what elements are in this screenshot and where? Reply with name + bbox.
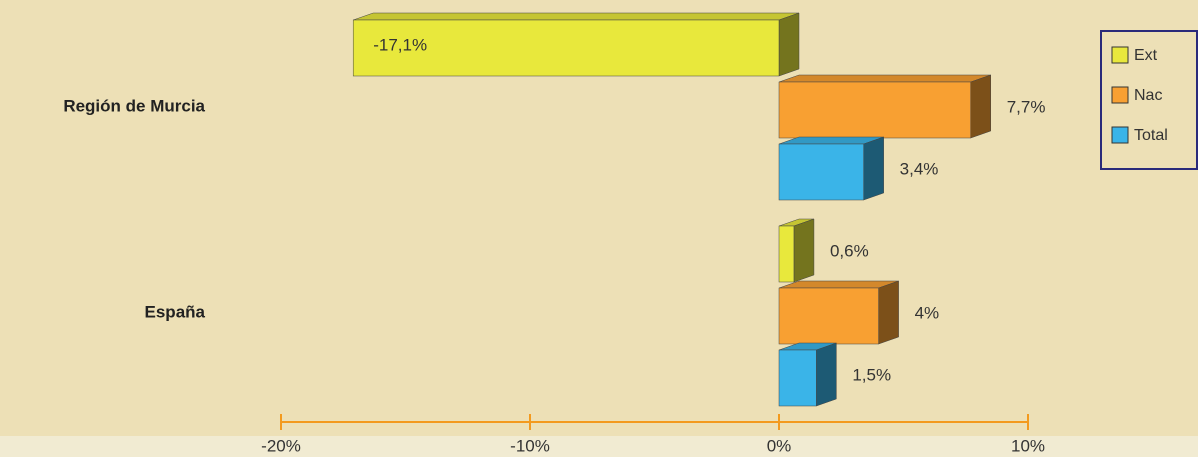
category-label: España [145,302,206,321]
bar-side [878,280,899,345]
category-label: Región de Murcia [63,96,205,115]
bar [778,349,817,407]
x-tick-label: -10% [510,436,550,455]
bar-side [970,74,991,139]
value-label: 0,6% [830,241,869,260]
legend-label: Nac [1134,87,1162,104]
bar [778,225,795,283]
legend-label: Ext [1134,47,1158,64]
bar [778,143,864,201]
value-label: 1,5% [852,365,891,384]
bar-side [863,136,884,201]
bar [778,81,971,139]
x-tick-label: -20% [261,436,301,455]
axis-strip [0,436,1198,457]
legend-swatch [1111,126,1129,144]
legend-swatch [1111,46,1129,64]
value-label: -17,1% [373,35,427,54]
bar [352,19,780,77]
value-label: 7,7% [1007,97,1046,116]
bar-top [778,280,899,289]
bar-top [778,74,991,83]
bar-side [778,12,800,77]
bar-top [353,12,800,21]
value-label: 4% [915,303,940,322]
x-tick-label: 0% [767,436,792,455]
legend-swatch [1111,86,1129,104]
value-label: 3,4% [900,159,939,178]
bar-side [793,218,815,283]
bar-side [816,342,837,407]
bar [778,287,879,345]
legend-label: Total [1134,127,1168,144]
x-tick-label: 10% [1011,436,1045,455]
